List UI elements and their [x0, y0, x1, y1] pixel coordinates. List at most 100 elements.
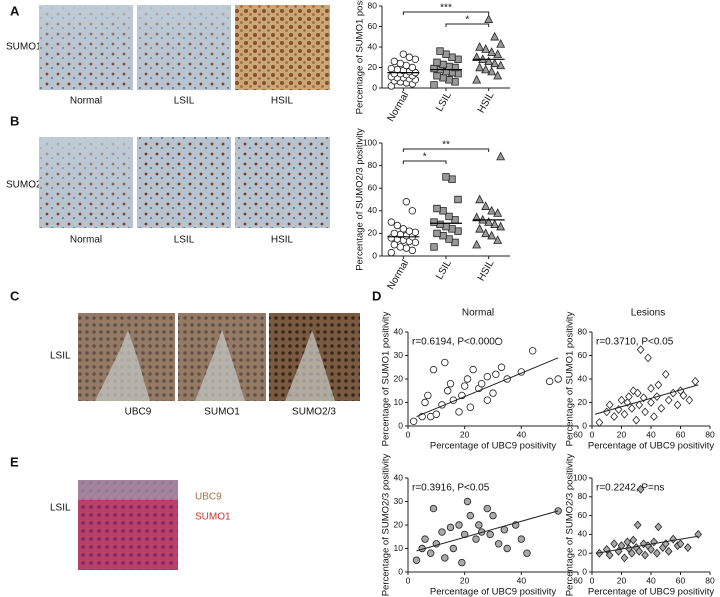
significance-label: * — [423, 152, 427, 163]
data-point — [629, 535, 638, 545]
row-label: LSIL — [50, 503, 71, 514]
data-point — [484, 14, 494, 24]
data-point — [664, 546, 673, 556]
data-point — [449, 544, 458, 553]
x-tick-label: 40 — [646, 429, 656, 439]
data-point — [664, 395, 673, 405]
column-title: Lesions — [631, 308, 665, 319]
data-point — [446, 380, 455, 388]
data-point — [475, 194, 485, 204]
micrograph — [235, 5, 330, 90]
data-point — [650, 412, 658, 422]
row-label: SUMO2/3 — [6, 180, 50, 191]
y-tick-label: 20 — [578, 547, 588, 557]
data-point — [430, 64, 438, 73]
data-point — [387, 64, 396, 73]
data-point — [602, 545, 611, 554]
data-point — [545, 377, 554, 386]
data-point — [466, 511, 475, 520]
data-point — [633, 388, 642, 398]
data-point — [475, 223, 485, 233]
x-tick-label: 80 — [705, 575, 715, 585]
significance-bracket — [445, 23, 490, 27]
annotation: r=0.6194, P<0.0001 — [412, 337, 501, 348]
data-point — [633, 520, 642, 530]
x-tick-label: 20 — [460, 575, 470, 585]
x-tick-label: 40 — [517, 429, 527, 439]
data-point — [402, 244, 411, 252]
data-point — [657, 403, 666, 413]
data-point — [691, 376, 700, 386]
data-point — [463, 497, 472, 506]
data-point — [641, 550, 649, 560]
data-point — [460, 382, 469, 390]
data-point — [432, 410, 441, 418]
data-point — [472, 535, 480, 543]
x-tick-label: 20 — [617, 429, 627, 439]
y-tick-label: 40 — [578, 529, 588, 539]
significance-bracket — [402, 160, 447, 164]
data-point — [489, 511, 497, 520]
y-tick-label: 20 — [394, 519, 404, 529]
y-tick-label: 80 — [368, 0, 378, 10]
trend-line — [596, 535, 699, 554]
column-label: Normal — [70, 235, 102, 246]
column-label: HSIL — [271, 235, 294, 246]
data-point — [496, 151, 506, 161]
annotation: r=0.2242, P=ns — [596, 483, 664, 494]
y-tick-label: 0 — [372, 250, 377, 260]
data-point — [492, 370, 500, 378]
data-point — [469, 365, 477, 374]
micrograph — [235, 137, 330, 228]
data-point — [639, 393, 648, 403]
data-point — [399, 225, 408, 233]
data-point — [455, 408, 463, 416]
data-point — [636, 484, 645, 494]
y-tick-label: 80 — [368, 160, 378, 170]
x-tick-label: LSIL — [434, 90, 454, 114]
column-label: LSIL — [174, 96, 195, 107]
x-tick-label: LSIL — [434, 258, 454, 282]
data-point — [610, 539, 618, 549]
data-point — [477, 380, 486, 388]
row-label: SUMO1 — [6, 42, 42, 53]
data-point — [390, 240, 399, 249]
row-label: LSIL — [50, 351, 71, 362]
y-tick-label: 30 — [394, 350, 404, 360]
data-point — [393, 221, 402, 230]
data-point — [647, 545, 655, 554]
data-point — [676, 539, 685, 549]
x-tick-label: 60 — [676, 575, 686, 585]
x-tick-label: 0 — [406, 429, 411, 439]
y-axis-label: Percentage of SUMO1 positivity — [565, 311, 576, 446]
significance-label: * — [465, 15, 469, 26]
data-point — [684, 543, 692, 552]
data-point — [475, 62, 485, 72]
y-tick-label: 0 — [398, 566, 403, 576]
data-point — [635, 400, 644, 410]
data-point — [446, 523, 455, 532]
column-label: SUMO1 — [204, 407, 240, 418]
trend-line — [416, 510, 559, 552]
y-tick-label: 100 — [363, 137, 377, 147]
data-point — [411, 228, 420, 236]
x-tick-label: 60 — [573, 575, 583, 585]
panel-label: B — [10, 113, 19, 128]
micrograph-overlay — [78, 480, 178, 500]
column-label: Normal — [70, 96, 102, 107]
y-tick-label: 30 — [394, 496, 404, 506]
y-tick-label: 60 — [578, 350, 588, 360]
data-point — [605, 400, 614, 410]
significance-bracket — [402, 148, 490, 152]
data-point — [679, 391, 688, 400]
data-point — [463, 375, 472, 383]
y-axis-label: Percentage of SUMO2/3 positivity — [565, 453, 576, 596]
data-point — [554, 375, 562, 383]
y-tick-label: 0 — [582, 566, 587, 576]
data-point — [429, 504, 438, 513]
y-axis-label: Percentage of SUMO2/3 positivity — [355, 128, 366, 271]
y-tick-label: 40 — [578, 373, 588, 383]
micrograph-overlay — [137, 5, 231, 90]
data-point — [605, 550, 614, 560]
